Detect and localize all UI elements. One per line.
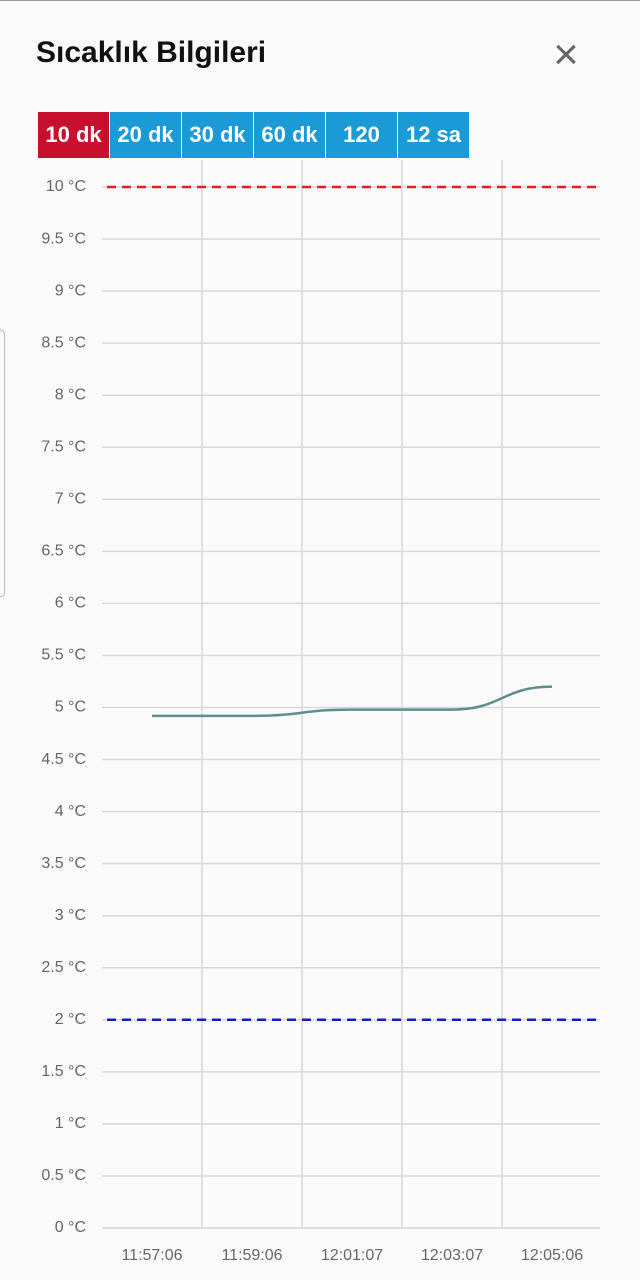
y-tick-label: 7.5 °C xyxy=(41,438,86,455)
y-tick-label: 8 °C xyxy=(55,386,86,403)
x-tick-label: 12:05:06 xyxy=(521,1247,583,1264)
y-tick-label: 0.5 °C xyxy=(41,1167,86,1184)
temperature-line xyxy=(151,685,553,718)
range-tab[interactable]: 12 sa xyxy=(398,112,469,158)
y-tick-label: 6.5 °C xyxy=(41,543,86,560)
range-tab[interactable]: 60 dk xyxy=(254,112,325,158)
x-tick-label: 11:57:06 xyxy=(121,1247,182,1264)
x-tick-label: 12:01:07 xyxy=(321,1247,383,1264)
y-tick-label: 2.5 °C xyxy=(41,959,86,976)
x-tick-label: 12:03:07 xyxy=(421,1247,483,1264)
side-handle xyxy=(0,330,5,597)
title: Sıcaklık Bilgileri xyxy=(36,36,267,69)
range-tab[interactable]: 120 xyxy=(326,112,397,158)
tab-bar: 10 dk 20 dk 30 dk 60 dk 120 12 sa xyxy=(38,112,470,158)
y-tick-label: 6 °C xyxy=(55,595,86,612)
y-tick-label: 5.5 °C xyxy=(41,647,86,664)
y-tick-label: 1 °C xyxy=(55,1115,86,1132)
x-tick-label: 11:59:06 xyxy=(221,1247,282,1264)
y-tick-label: 0 °C xyxy=(55,1219,86,1236)
y-tick-label: 10 °C xyxy=(46,178,86,195)
y-tick-label: 3.5 °C xyxy=(41,855,86,872)
y-tick-label: 5 °C xyxy=(55,699,86,716)
range-tab[interactable]: 10 dk xyxy=(38,112,109,158)
y-tick-label: 4 °C xyxy=(55,803,86,820)
y-tick-label: 1.5 °C xyxy=(41,1063,86,1080)
y-tick-label: 8.5 °C xyxy=(41,334,86,351)
range-tab[interactable]: 20 dk xyxy=(110,112,181,158)
y-tick-label: 9 °C xyxy=(55,282,86,299)
close-button[interactable]: × xyxy=(553,30,579,79)
top-border xyxy=(0,0,640,1)
y-tick-label: 4.5 °C xyxy=(41,751,86,768)
y-tick-label: 9.5 °C xyxy=(41,230,86,247)
y-tick-label: 3 °C xyxy=(55,907,86,924)
y-tick-label: 7 °C xyxy=(55,491,86,508)
range-tab[interactable]: 30 dk xyxy=(182,112,253,158)
y-tick-label: 2 °C xyxy=(55,1011,86,1028)
